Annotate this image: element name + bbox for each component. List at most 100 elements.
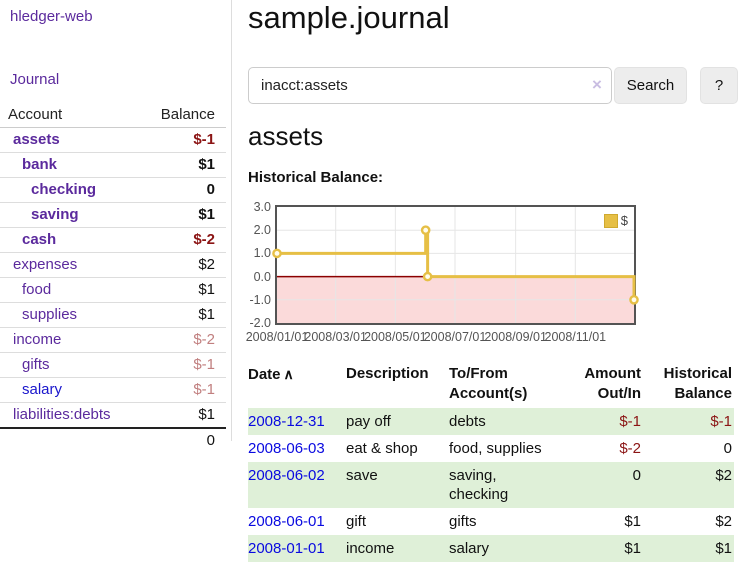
account-name-cell: salary xyxy=(0,377,136,403)
x-tick-label: 2008/05/01 xyxy=(364,330,427,344)
accounts-total-balance: 0 xyxy=(135,427,226,453)
register-header-description: Description xyxy=(346,365,429,382)
page-title: sample.journal xyxy=(248,0,450,35)
search-form: × Search ? xyxy=(248,67,742,105)
register-table: Date ∧ Description To/From Account(s) Amou… xyxy=(248,362,734,562)
x-tick-label: 2008/07/01 xyxy=(423,330,487,344)
register-header-amount: Amount Out/In xyxy=(580,362,643,408)
account-row: salary $-1 xyxy=(0,377,226,403)
register-balance-cell: $2 xyxy=(715,467,732,484)
transaction-date-link[interactable]: 2008-12-31 xyxy=(248,413,325,430)
account-balance: $-2 xyxy=(135,227,226,253)
register-date-cell: 2008-12-31 xyxy=(248,408,346,435)
date-header-label: Date xyxy=(248,366,281,383)
transaction-date-link[interactable]: 2008-06-03 xyxy=(248,440,325,457)
search-button[interactable]: Search xyxy=(614,67,687,104)
register-header-row: Date ∧ Description To/From Account(s) Amou… xyxy=(248,362,734,408)
register-row: 2008-01-01 income salary $1 $1 xyxy=(248,535,734,562)
register-row: 2008-12-31 pay off debts $-1 $-1 xyxy=(248,408,734,435)
sidebar-item-journal[interactable]: Journal xyxy=(10,71,60,88)
account-balance: $-1 xyxy=(135,352,226,378)
register-description-cell: gift xyxy=(346,513,367,530)
account-row: supplies $1 xyxy=(0,302,226,328)
register-description-cell: pay off xyxy=(346,413,391,430)
transaction-date-link[interactable]: 2008-01-01 xyxy=(248,540,325,557)
amount-header-line1: Amount xyxy=(584,365,641,382)
register-accounts-cell: food, supplies xyxy=(449,440,542,457)
accounts-total-row: 0 xyxy=(0,427,226,453)
account-link-assets[interactable]: assets xyxy=(13,131,60,148)
clear-search-icon[interactable]: × xyxy=(592,75,602,94)
account-name-cell: food xyxy=(0,277,136,303)
account-balance: $1 xyxy=(135,202,226,228)
accounts-header-line1: To/From xyxy=(449,365,508,382)
register-accounts-cell: saving, checking xyxy=(449,467,509,503)
account-link-expenses[interactable]: expenses xyxy=(13,256,78,273)
x-tick-label: 2008/11/01 xyxy=(544,330,607,344)
x-tick-label: 2008/01/01 xyxy=(245,330,309,344)
account-balance: $1 xyxy=(135,402,226,429)
account-name-cell: saving xyxy=(0,202,136,228)
y-tick-label: 0.0 xyxy=(253,269,271,284)
accounts-header-account: Account xyxy=(0,103,136,128)
account-link-income[interactable]: income xyxy=(13,331,62,348)
legend-label: $ xyxy=(620,213,628,228)
account-balance: 0 xyxy=(135,177,226,203)
account-balance: $1 xyxy=(135,302,226,328)
account-row: food $1 xyxy=(0,277,226,303)
register-accounts-cell: debts xyxy=(449,413,486,430)
account-link-saving[interactable]: saving xyxy=(31,206,79,223)
register-balance-cell: $1 xyxy=(715,540,732,557)
account-name-cell: income xyxy=(0,327,136,353)
register-row: 2008-06-03 eat & shop food, supplies $-2 0 xyxy=(248,435,734,462)
historical-balance-chart: 3.0 2.0 1.0 0.0 -1.0 -2.0 $ 2008/01/01 2008/03… xyxy=(245,200,742,345)
balance-line-svg xyxy=(272,207,639,323)
accounts-table: Account Balance assets $-1 bank $1 checking 0… xyxy=(0,103,226,453)
y-tick-label: 3.0 xyxy=(253,200,271,214)
account-link-checking[interactable]: checking xyxy=(31,181,97,198)
y-tick-label: -1.0 xyxy=(249,292,271,307)
account-name-cell: bank xyxy=(0,152,136,178)
register-accounts-cell: gifts xyxy=(449,513,477,530)
register-amount-cell: $1 xyxy=(624,513,641,530)
accounts-total-spacer xyxy=(0,427,136,453)
account-link-liabilities-debts[interactable]: liabilities:debts xyxy=(13,406,111,423)
balance-header-line1: Historical xyxy=(663,365,732,382)
account-name-cell: supplies xyxy=(0,302,136,328)
register-date-cell: 2008-06-03 xyxy=(248,435,346,462)
account-balance: $1 xyxy=(135,277,226,303)
register-description-cell: income xyxy=(346,540,395,557)
register-row: 2008-06-02 save saving, checking 0 $2 xyxy=(248,462,734,508)
account-row: liabilities:debts $1 xyxy=(0,402,226,429)
app-title-link[interactable]: hledger-web xyxy=(10,8,93,25)
chart-plot-area: $ xyxy=(272,205,639,325)
register-amount-cell: $-2 xyxy=(619,440,641,457)
register-description-cell: eat & shop xyxy=(346,440,418,457)
account-link-gifts[interactable]: gifts xyxy=(22,356,50,373)
account-link-bank[interactable]: bank xyxy=(22,156,58,173)
register-balance-cell: $-1 xyxy=(710,413,732,430)
register-header-date[interactable]: Date ∧ xyxy=(248,362,346,408)
account-link-salary[interactable]: salary xyxy=(22,381,63,398)
account-name-cell: gifts xyxy=(0,352,136,378)
transaction-date-link[interactable]: 2008-06-02 xyxy=(248,467,325,484)
register-balance-cell: 0 xyxy=(723,440,732,457)
transaction-date-link[interactable]: 2008-06-01 xyxy=(248,513,325,530)
balance-header-line2: Balance xyxy=(674,385,732,402)
register-amount-cell: 0 xyxy=(632,467,641,484)
y-tick-label: 1.0 xyxy=(253,246,271,261)
account-balance: $-1 xyxy=(135,127,226,153)
account-row: assets $-1 xyxy=(0,127,226,153)
y-tick-label: 2.0 xyxy=(253,223,271,238)
help-button[interactable]: ? xyxy=(700,67,738,104)
account-name-cell: checking xyxy=(0,177,136,203)
search-input[interactable] xyxy=(248,67,612,104)
account-link-cash[interactable]: cash xyxy=(22,231,57,248)
account-balance: $-1 xyxy=(135,377,226,403)
register-description-cell: save xyxy=(346,467,378,484)
chart-heading: Historical Balance: xyxy=(248,169,384,186)
account-link-food[interactable]: food xyxy=(22,281,52,298)
account-link-supplies[interactable]: supplies xyxy=(22,306,78,323)
account-heading: assets xyxy=(248,121,324,151)
account-row: expenses $2 xyxy=(0,252,226,278)
